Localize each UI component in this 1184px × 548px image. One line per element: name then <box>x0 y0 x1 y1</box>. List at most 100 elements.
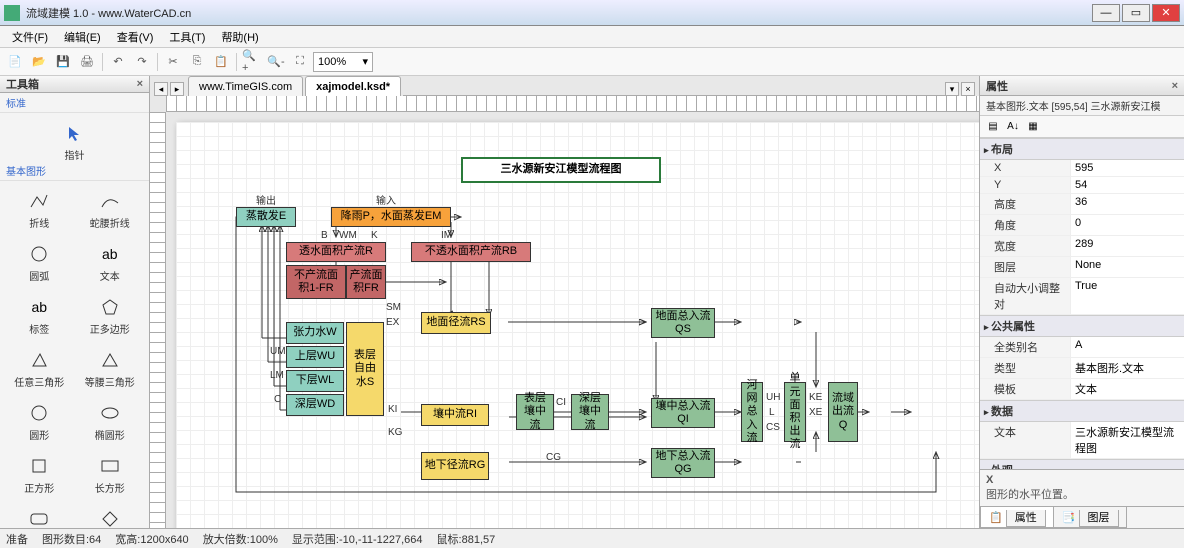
cut-icon[interactable]: ✂ <box>162 51 184 73</box>
prop-autosize[interactable]: True <box>1070 278 1184 314</box>
paste-icon[interactable]: 📋 <box>210 51 232 73</box>
prop-x[interactable]: 595 <box>1070 160 1184 176</box>
node-perv[interactable]: 透水面积产流R <box>286 242 386 262</box>
tool-ellipse[interactable]: 椭圆形 <box>75 397 146 446</box>
print-icon[interactable]: 🖨 <box>76 51 98 73</box>
node-deepinter[interactable]: 深层壤中流 <box>571 394 609 430</box>
node-upper[interactable]: 上层WU <box>286 346 344 368</box>
section-common[interactable]: 公共属性 <box>980 315 1184 337</box>
app-icon <box>4 5 20 21</box>
redo-icon[interactable]: ↷ <box>131 51 153 73</box>
tool-square[interactable]: 正方形 <box>4 450 75 499</box>
tool-isotriangle[interactable]: 等腰三角形 <box>75 344 146 393</box>
prop-type[interactable]: 基本图形.文本 <box>1070 358 1184 378</box>
label-K: K <box>371 230 378 241</box>
zoomout-icon[interactable]: 🔍- <box>265 51 287 73</box>
node-freewater[interactable]: 表层自由水S <box>346 322 384 416</box>
node-imperv[interactable]: 不透水面积产流RB <box>411 242 531 262</box>
node-river[interactable]: 河网总入流 <box>741 382 763 442</box>
node-title[interactable]: 三水源新安江模型流程图 <box>461 157 661 183</box>
section-layout[interactable]: 布局 <box>980 138 1184 160</box>
node-qs[interactable]: 地面总入流QS <box>651 308 715 338</box>
properties-close-icon[interactable]: × <box>1172 80 1178 92</box>
zoomin-icon[interactable]: 🔍+ <box>241 51 263 73</box>
node-surface[interactable]: 地面径流RS <box>421 312 491 334</box>
close-button[interactable]: ✕ <box>1152 4 1180 22</box>
selected-object[interactable]: 基本图形.文本 [595,54] 三水源新安江模 <box>980 96 1184 116</box>
toolbox-close-icon[interactable]: × <box>137 78 143 90</box>
tool-diamond[interactable]: 菱形 <box>75 503 146 528</box>
menu-edit[interactable]: 编辑(E) <box>56 27 109 47</box>
properties-title: 属性 <box>986 78 1008 94</box>
label-SM: SM <box>386 302 401 313</box>
label-L: L <box>769 407 775 418</box>
prop-classname[interactable]: A <box>1070 337 1184 357</box>
props-cat-icon[interactable]: ▤ <box>984 118 1002 136</box>
node-ground[interactable]: 地下径流RG <box>421 452 489 480</box>
prop-width[interactable]: 289 <box>1070 236 1184 256</box>
tab-close-icon[interactable]: × <box>961 82 975 96</box>
node-qg[interactable]: 地下总入流QG <box>651 448 715 478</box>
tab-timegis[interactable]: www.TimeGIS.com <box>188 76 303 96</box>
canvas-scroll[interactable]: 三水源新安江模型流程图 输出 输入 蒸散发E 降雨P，水面蒸发EM B WM K… <box>166 112 979 528</box>
tab-prev-icon[interactable]: ◂ <box>154 82 168 96</box>
zoom-combo[interactable]: 100%▾ <box>313 52 373 72</box>
node-lower[interactable]: 下层WL <box>286 370 344 392</box>
section-appearance[interactable]: 外观 <box>980 459 1184 469</box>
menu-file[interactable]: 文件(F) <box>4 27 56 47</box>
node-basin[interactable]: 流域出流Q <box>828 382 858 442</box>
new-icon[interactable]: 📄 <box>4 51 26 73</box>
fit-icon[interactable]: ⛶ <box>289 51 311 73</box>
node-deep[interactable]: 深层WD <box>286 394 344 416</box>
prop-angle[interactable]: 0 <box>1070 215 1184 235</box>
tool-polyline[interactable]: 折线 <box>4 185 75 234</box>
prop-template[interactable]: 文本 <box>1070 379 1184 399</box>
node-rain[interactable]: 降雨P，水面蒸发EM <box>331 207 451 227</box>
save-icon[interactable]: 💾 <box>52 51 74 73</box>
minimize-button[interactable]: — <box>1092 4 1120 22</box>
tool-rect[interactable]: 长方形 <box>75 450 146 499</box>
tool-roundrect[interactable]: 圆角长方形 <box>4 503 75 528</box>
maximize-button[interactable]: ▭ <box>1122 4 1150 22</box>
tool-text[interactable]: ab文本 <box>75 238 146 287</box>
tab-xajmodel[interactable]: xajmodel.ksd* <box>305 76 401 96</box>
node-qi[interactable]: 壤中总入流QI <box>651 398 715 428</box>
tool-spline[interactable]: 蛇腰折线 <box>75 185 146 234</box>
tool-triangle[interactable]: 任意三角形 <box>4 344 75 393</box>
tool-circle[interactable]: 圆形 <box>4 397 75 446</box>
status-mouse: 鼠标:881,57 <box>437 531 496 547</box>
prop-y[interactable]: 54 <box>1070 177 1184 193</box>
ruler-horizontal <box>166 96 979 112</box>
prop-text[interactable]: 三水源新安江模型流程图 <box>1070 422 1184 458</box>
diagram-page[interactable]: 三水源新安江模型流程图 输出 输入 蒸散发E 降雨P，水面蒸发EM B WM K… <box>176 122 979 528</box>
node-unit[interactable]: 单元面积出流 <box>784 382 806 442</box>
label-CI: CI <box>556 397 566 408</box>
props-az-icon[interactable]: A↓ <box>1004 118 1022 136</box>
node-noflow[interactable]: 不产流面积1-FR <box>286 265 346 299</box>
node-surfinter[interactable]: 表层壤中流 <box>516 394 554 430</box>
tab-next-icon[interactable]: ▸ <box>170 82 184 96</box>
tool-label[interactable]: ab标签 <box>4 291 75 340</box>
tab-properties[interactable]: 📋 属性 <box>980 507 1054 528</box>
props-pages-icon[interactable]: ▦ <box>1024 118 1042 136</box>
tab-layers[interactable]: 📑 图层 <box>1053 507 1127 528</box>
copy-icon[interactable]: ⎘ <box>186 51 208 73</box>
undo-icon[interactable]: ↶ <box>107 51 129 73</box>
properties-panel: 属性× 基本图形.文本 [595,54] 三水源新安江模 ▤ A↓ ▦ 布局 X… <box>979 76 1184 528</box>
tool-pointer[interactable]: 指针 <box>4 117 145 161</box>
tab-menu-icon[interactable]: ▾ <box>945 82 959 96</box>
menu-view[interactable]: 查看(V) <box>109 27 162 47</box>
prop-layer[interactable]: None <box>1070 257 1184 277</box>
tool-arc[interactable]: 圆弧 <box>4 238 75 287</box>
section-data[interactable]: 数据 <box>980 400 1184 422</box>
node-inter[interactable]: 壤中流RI <box>421 404 489 426</box>
open-icon[interactable]: 📂 <box>28 51 50 73</box>
menubar: 文件(F) 编辑(E) 查看(V) 工具(T) 帮助(H) <box>0 26 1184 48</box>
node-tension[interactable]: 张力水W <box>286 322 344 344</box>
menu-help[interactable]: 帮助(H) <box>213 27 266 47</box>
node-flow[interactable]: 产流面积FR <box>346 265 386 299</box>
menu-tools[interactable]: 工具(T) <box>161 27 213 47</box>
prop-height[interactable]: 36 <box>1070 194 1184 214</box>
tool-polygon[interactable]: 正多边形 <box>75 291 146 340</box>
node-evap[interactable]: 蒸散发E <box>236 207 296 227</box>
